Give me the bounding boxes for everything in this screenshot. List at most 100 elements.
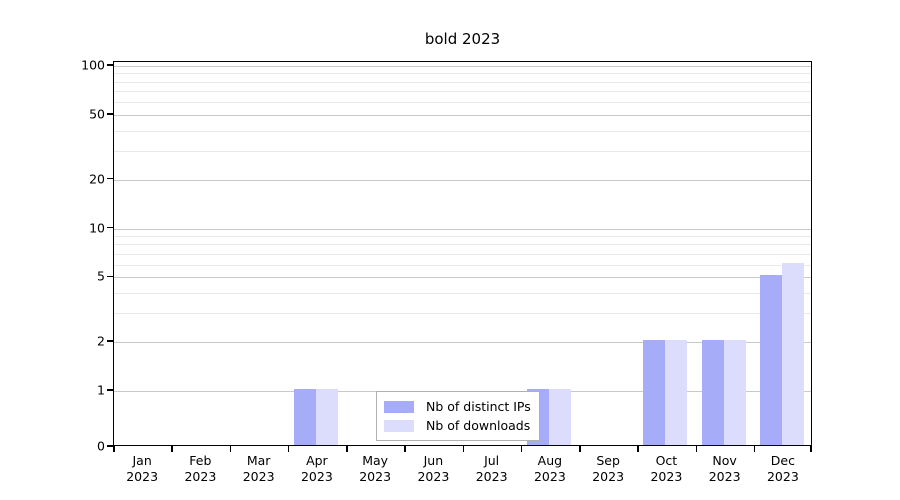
bar-downloads: [723, 340, 746, 445]
gridline: [114, 313, 811, 314]
legend-item: Nb of downloads: [384, 416, 531, 435]
bar-downloads: [548, 389, 571, 445]
x-axis-tick-label-line: 2023: [766, 469, 799, 484]
gridline: [114, 131, 811, 132]
bar-ips: [701, 340, 724, 445]
gridline: [114, 180, 811, 181]
legend-label: Nb of downloads: [426, 418, 531, 433]
x-axis-tick-label-line: Feb: [189, 453, 212, 468]
x-axis-tick-label-line: Jul: [484, 453, 500, 468]
x-axis-tick-label: Jul 2023: [476, 453, 508, 485]
gridline: [114, 342, 811, 343]
gridlines: [114, 62, 811, 445]
bar-group: [638, 62, 696, 445]
x-axis-tick-mark: [113, 446, 115, 452]
x-axis-tick-label-line: 2023: [592, 469, 625, 484]
x-axis-tick-mark: [579, 446, 581, 452]
gridline: [114, 265, 811, 266]
y-axis-tick-mark: [107, 177, 113, 180]
x-axis-tick-label-line: Nov: [712, 453, 737, 468]
x-axis-tick-label-line: 2023: [650, 469, 683, 484]
legend-swatch: [384, 419, 414, 432]
x-axis-tick-mark: [404, 446, 406, 452]
x-axis-tick-label-line: Jun: [423, 453, 444, 468]
bar-ips: [759, 275, 782, 445]
y-axis-tick-label: 2: [97, 333, 105, 349]
y-axis-tick-label: 5: [97, 268, 105, 284]
x-axis-tick-label: May 2023: [359, 453, 391, 485]
x-axis-tick-label-line: 2023: [708, 469, 741, 484]
y-axis-tick-label: 100: [81, 57, 105, 73]
legend-swatch: [384, 400, 414, 413]
bars-layer: [114, 62, 811, 445]
x-axis-tick-mark: [520, 446, 523, 452]
x-axis-tick-label-line: 2023: [533, 469, 566, 484]
y-axis-tick-mark: [107, 340, 113, 342]
x-axis-tick-label: Jan 2023: [126, 453, 158, 485]
x-axis-tick-mark: [462, 446, 465, 452]
gridline: [114, 115, 811, 116]
y-axis-tick-mark: [107, 445, 113, 447]
x-axis-tick-label-line: Oct: [655, 453, 678, 468]
gridline: [114, 254, 811, 255]
x-axis-tick-label-line: 2023: [242, 469, 275, 484]
gridline: [114, 82, 811, 83]
x-axis-tick-label-line: Apr: [306, 453, 328, 468]
x-axis-tick-label-line: Dec: [770, 453, 795, 468]
bar-downloads: [665, 340, 688, 445]
legend-label: Nb of distinct IPs: [426, 399, 531, 414]
y-axis-tick-mark: [107, 226, 113, 229]
gridline: [114, 151, 811, 152]
gridline: [114, 66, 811, 67]
x-axis-tick-label: Dec 2023: [767, 453, 799, 485]
y-axis-tick-label: 1: [97, 382, 105, 398]
x-axis-tick-label: Mar 2023: [243, 453, 275, 485]
gridline: [114, 102, 811, 103]
x-axis-tick-label-line: Sep: [596, 453, 620, 468]
x-axis-tick-label-line: 2023: [300, 469, 333, 484]
bar-ips: [643, 340, 666, 445]
x-axis-tick-label-line: 2023: [359, 469, 392, 484]
x-axis-tick-mark: [753, 446, 756, 452]
x-axis-tick-label: Aug 2023: [534, 453, 566, 485]
x-axis-tick-label: Sep 2023: [592, 453, 624, 485]
gridline: [114, 293, 811, 294]
y-axis-tick-mark: [107, 275, 113, 278]
y-axis-tick-label: 50: [89, 106, 105, 122]
bar-ips: [293, 389, 316, 445]
gridline: [114, 229, 811, 230]
legend-item: Nb of distinct IPs: [384, 397, 531, 416]
x-axis-tick-label: Nov 2023: [709, 453, 741, 485]
x-axis-tick-mark: [695, 446, 698, 452]
bar-group: [580, 62, 638, 445]
gridline: [114, 236, 811, 237]
bar-group: [755, 62, 813, 445]
bar-group: [464, 62, 522, 445]
x-axis-tick-label: Jun 2023: [417, 453, 449, 485]
chart-legend: Nb of distinct IPs Nb of downloads: [376, 391, 540, 441]
x-axis-tick-label-line: May: [362, 453, 389, 468]
x-axis-tick-mark: [810, 446, 812, 452]
bar-group: [697, 62, 755, 445]
x-axis-tick-label-line: 2023: [126, 469, 159, 484]
x-axis-tick-label-line: Mar: [246, 453, 271, 468]
bar-downloads: [781, 262, 804, 445]
y-axis-tick-label: 20: [89, 171, 105, 187]
x-axis-tick-label: Oct 2023: [650, 453, 682, 485]
bar-group: [114, 62, 172, 445]
gridline: [114, 244, 811, 245]
bar-group: [289, 62, 347, 445]
gridline: [114, 73, 811, 74]
bar-downloads: [315, 389, 338, 445]
x-axis-tick-label-line: 2023: [417, 469, 450, 484]
x-axis-tick-mark: [287, 446, 290, 452]
gridline: [114, 91, 811, 92]
gridline: [114, 277, 811, 278]
x-axis-tick-label-line: 2023: [475, 469, 508, 484]
x-axis-tick-label: Feb 2023: [184, 453, 216, 485]
bar-group: [172, 62, 230, 445]
x-axis-tick-label-line: Jan: [132, 453, 152, 468]
y-axis-tick-mark: [107, 113, 113, 115]
y-axis-tick-label: 10: [89, 220, 105, 235]
bar-group: [231, 62, 289, 445]
